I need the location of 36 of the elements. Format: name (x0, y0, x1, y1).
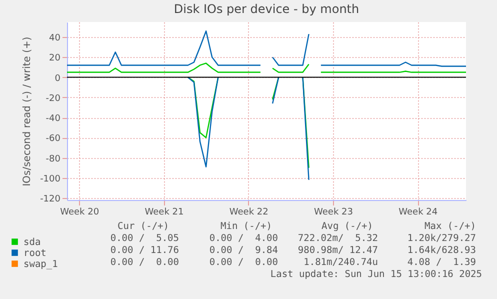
text: Max (-/+) (424, 221, 476, 233)
y-tick-label: -60 (46, 134, 61, 144)
text: Last update: Sun Jun 15 13:00:16 2025 (270, 269, 482, 281)
y-tick-label: -120 (40, 194, 61, 204)
text: 1.81m/240.74u (304, 257, 378, 269)
text: 0.00 / 0.00 (110, 257, 179, 269)
x-tick-label: Week 24 (398, 208, 438, 218)
x-tick-label: Week 21 (144, 208, 184, 218)
text: 1.64k/628.93 (407, 245, 476, 257)
y-tick-label: 20 (49, 54, 61, 64)
y-tick-label: 40 (49, 34, 61, 44)
chart-title: Disk IOs per device - by month (174, 2, 360, 16)
y-tick-label: -100 (40, 174, 61, 184)
text: 0.00 / 0.00 (209, 257, 278, 269)
y-tick-label: -20 (46, 94, 61, 104)
text: 980.98m/ 12.47 (298, 245, 378, 257)
text: 0.00 / 11.76 (110, 245, 179, 257)
y-tick-label: -80 (46, 154, 61, 164)
text: 0.00 / 9.84 (209, 245, 278, 257)
legend-label: root (24, 248, 46, 259)
text: Avg (-/+) (322, 221, 373, 233)
text: 722.02m/ 5.32 (298, 233, 378, 245)
text: 0.00 / 4.00 (209, 233, 278, 245)
legend-label: swap_1 (24, 258, 58, 270)
legend-label: sda (24, 236, 41, 248)
text: 1.20k/279.27 (407, 233, 476, 245)
y-tick-label: -40 (46, 114, 61, 124)
text: Min (-/+) (220, 221, 272, 233)
x-tick-label: Week 22 (229, 208, 268, 218)
y-tick-label: 0 (54, 74, 61, 84)
x-tick-label: Week 20 (60, 208, 100, 218)
y-axis-title: IOs/second read (-) / write (+) (22, 36, 34, 186)
x-tick-label: Week 23 (314, 208, 353, 218)
text: 4.08 / 1.39 (407, 257, 476, 269)
text: Cur (-/+) (118, 221, 169, 233)
text: 0.00 / 5.05 (110, 233, 179, 245)
